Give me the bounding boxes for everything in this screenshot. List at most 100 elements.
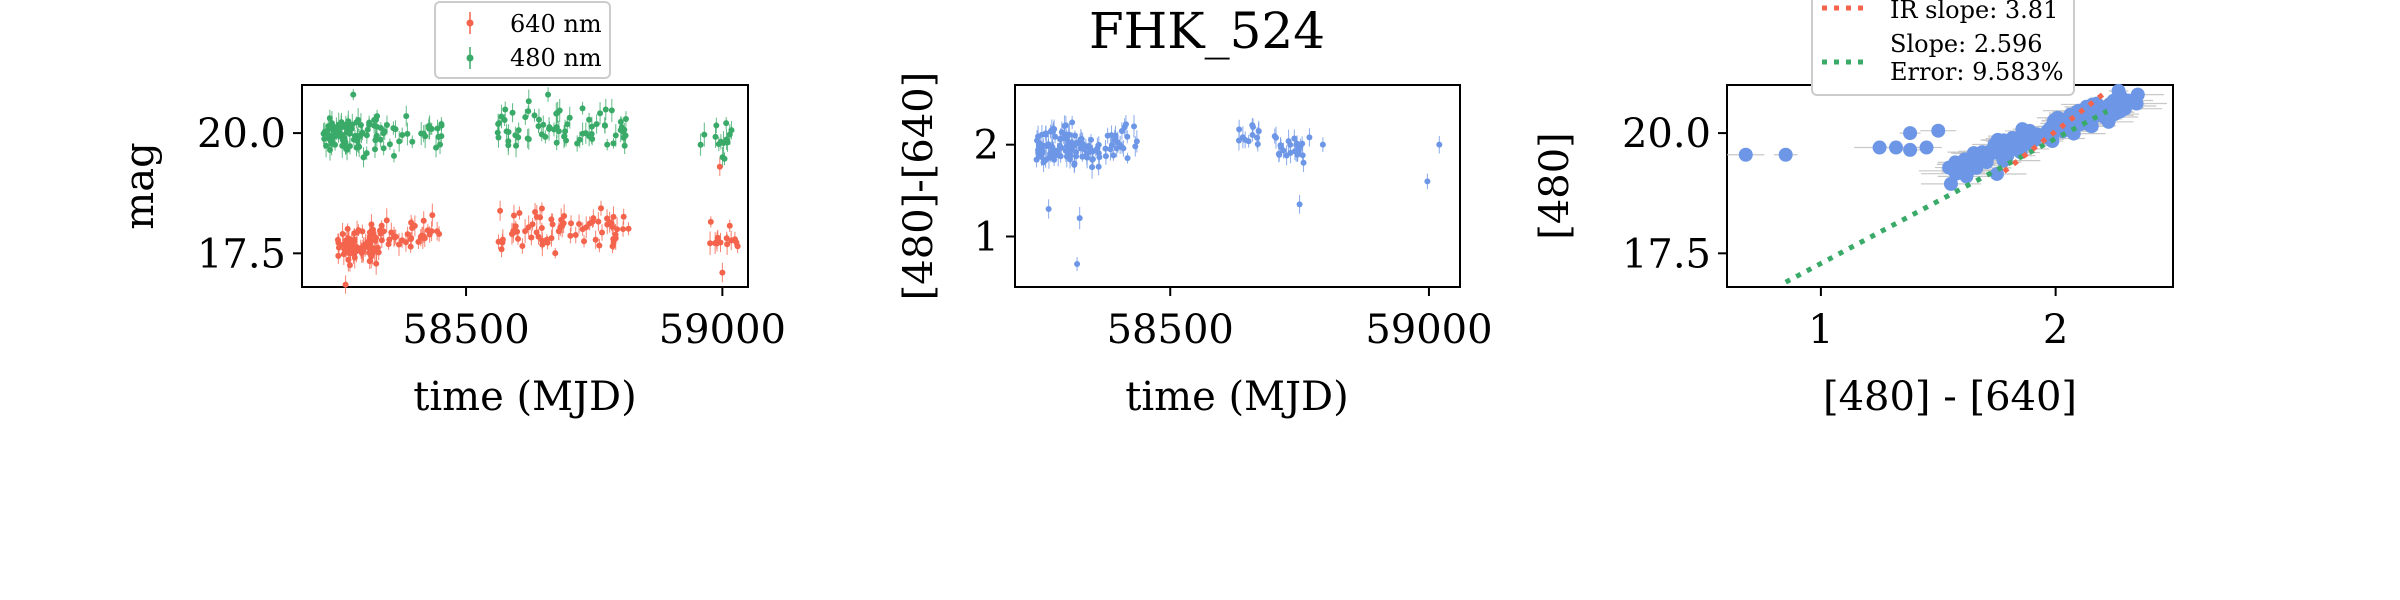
data-point <box>595 218 602 225</box>
data-point <box>354 138 361 145</box>
data-point <box>386 236 393 243</box>
data-point <box>378 222 385 229</box>
data-point <box>1300 159 1307 166</box>
data-point <box>332 141 339 148</box>
data-point <box>554 109 561 116</box>
data-point <box>567 232 574 239</box>
data-point <box>1068 145 1075 152</box>
data-point <box>426 125 433 132</box>
x-tick-label: 58500 <box>1107 307 1234 353</box>
data-point <box>512 223 519 230</box>
data-point <box>719 154 726 161</box>
legend-frame <box>434 1 611 79</box>
data-point <box>2089 96 2104 111</box>
data-point <box>1111 137 1118 144</box>
data-point <box>1979 153 1994 168</box>
data-point <box>494 129 501 136</box>
data-point <box>1903 142 1918 157</box>
data-point <box>417 234 424 241</box>
data-point <box>342 281 349 288</box>
data-point <box>617 127 624 134</box>
data-point <box>344 225 351 232</box>
data-point <box>1319 141 1326 148</box>
data-point <box>508 231 515 238</box>
data-point <box>1424 178 1431 185</box>
data-point <box>340 241 347 248</box>
data-point <box>537 214 544 221</box>
data-point <box>1294 141 1301 148</box>
data-point <box>501 117 508 124</box>
data-point <box>713 122 720 129</box>
data-point <box>552 250 559 257</box>
data-point <box>589 136 596 143</box>
data-point <box>420 217 427 224</box>
data-point <box>351 254 358 261</box>
data-point <box>2113 88 2128 103</box>
data-point <box>1254 134 1261 141</box>
data-point <box>363 132 370 139</box>
data-point <box>496 120 503 127</box>
data-point <box>620 213 627 220</box>
data-point <box>509 109 516 116</box>
data-point <box>1738 147 1753 162</box>
legend-marker-640nm <box>466 19 474 27</box>
data-point <box>625 225 632 232</box>
data-point <box>602 106 609 113</box>
data-point <box>1092 147 1099 154</box>
data-point <box>1931 123 1946 138</box>
data-point <box>620 226 627 233</box>
data-point <box>1102 145 1109 152</box>
data-point <box>1051 148 1058 155</box>
x-axis-label: [480] - [640] <box>1823 374 2077 420</box>
data-point <box>1074 261 1081 268</box>
data-point <box>1280 147 1287 154</box>
data-point <box>395 241 402 248</box>
data-point <box>581 238 588 245</box>
data-point <box>320 130 327 137</box>
data-point <box>409 224 416 231</box>
data-point <box>404 231 411 238</box>
data-point <box>1073 149 1080 156</box>
data-point <box>701 131 708 138</box>
data-point <box>576 136 583 143</box>
data-point <box>1296 201 1303 208</box>
data-point <box>377 230 384 237</box>
data-point <box>1085 142 1092 149</box>
data-point <box>588 131 595 138</box>
data-point <box>1069 119 1076 126</box>
data-point <box>1255 128 1262 135</box>
data-point <box>1236 126 1243 133</box>
data-point <box>346 262 353 269</box>
data-point <box>1245 138 1252 145</box>
data-point <box>719 269 726 276</box>
y-tick-label: 20.0 <box>197 111 286 157</box>
data-point <box>1133 138 1140 145</box>
data-point <box>503 128 510 135</box>
data-point <box>713 240 720 247</box>
data-point <box>363 150 370 157</box>
data-point <box>612 231 619 238</box>
data-point <box>592 236 599 243</box>
data-point <box>549 221 556 228</box>
data-point <box>560 220 567 227</box>
x-tick-label: 59000 <box>1365 307 1492 353</box>
data-point <box>1102 153 1109 160</box>
data-point <box>1042 130 1049 137</box>
data-point <box>516 209 523 216</box>
legend-marker-480nm <box>466 54 474 62</box>
points-layer <box>320 91 741 288</box>
data-point <box>1045 205 1052 212</box>
data-point <box>328 120 335 127</box>
data-point <box>515 235 522 242</box>
data-point <box>553 139 560 146</box>
data-point <box>531 112 538 119</box>
data-point <box>566 114 573 121</box>
tick-layer: 1 2 17.5 20.0 <box>1622 111 2068 353</box>
data-point <box>364 126 371 133</box>
data-point <box>366 249 373 256</box>
data-point <box>555 128 562 135</box>
data-point <box>525 224 532 231</box>
data-point <box>371 146 378 153</box>
data-point <box>1131 123 1138 130</box>
